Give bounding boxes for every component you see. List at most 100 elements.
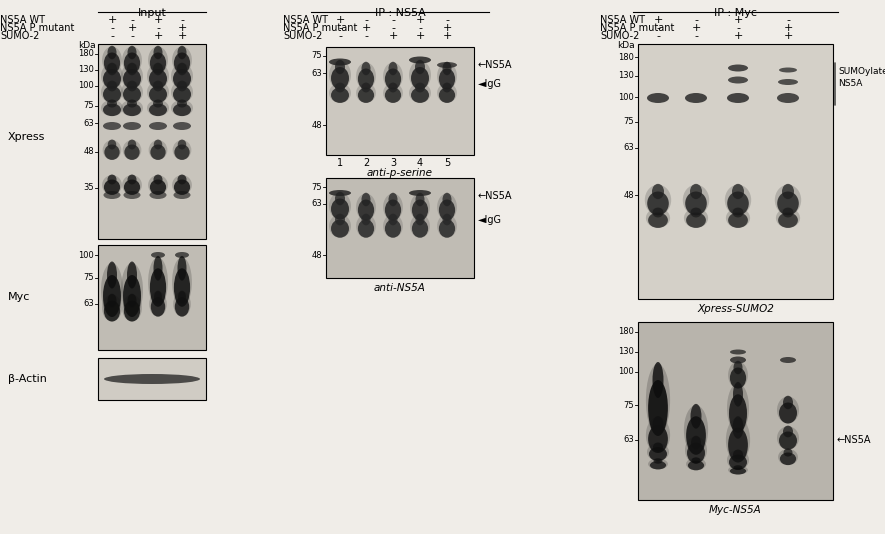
Text: 63: 63 [312, 68, 322, 77]
Ellipse shape [439, 88, 455, 103]
Bar [638, 44, 833, 299]
Ellipse shape [782, 208, 794, 217]
Ellipse shape [437, 83, 457, 103]
Text: +: + [177, 31, 187, 41]
Ellipse shape [173, 104, 191, 116]
Ellipse shape [442, 214, 451, 225]
Text: 35: 35 [83, 184, 94, 192]
Ellipse shape [173, 52, 190, 74]
Text: NS5A: NS5A [838, 80, 862, 89]
Ellipse shape [442, 83, 451, 92]
Text: 48: 48 [623, 191, 634, 200]
Ellipse shape [725, 185, 751, 215]
Ellipse shape [172, 46, 192, 74]
Text: +: + [783, 31, 793, 41]
Text: -: - [736, 23, 740, 33]
Ellipse shape [733, 416, 743, 439]
Ellipse shape [783, 426, 793, 437]
Ellipse shape [107, 175, 117, 184]
Ellipse shape [650, 461, 666, 469]
Text: NS5A P mutant: NS5A P mutant [0, 23, 74, 33]
Text: -: - [110, 31, 114, 41]
Ellipse shape [648, 425, 668, 453]
Text: 75: 75 [312, 51, 322, 60]
Ellipse shape [101, 100, 123, 116]
Ellipse shape [121, 263, 143, 317]
Ellipse shape [687, 443, 705, 464]
Ellipse shape [409, 57, 431, 64]
Text: ←NS5A: ←NS5A [478, 191, 512, 201]
Ellipse shape [734, 465, 743, 470]
Text: NS5A P mutant: NS5A P mutant [600, 23, 674, 33]
Text: 180: 180 [618, 52, 634, 61]
Text: β-Actin: β-Actin [8, 374, 47, 384]
Ellipse shape [783, 396, 793, 409]
Ellipse shape [389, 83, 397, 92]
Text: NS5A WT: NS5A WT [283, 15, 328, 25]
Ellipse shape [652, 184, 664, 199]
Ellipse shape [685, 192, 707, 215]
Ellipse shape [645, 185, 671, 215]
Ellipse shape [727, 383, 749, 433]
Ellipse shape [127, 139, 136, 150]
Bar [98, 245, 206, 350]
Ellipse shape [389, 214, 397, 225]
Ellipse shape [442, 62, 451, 75]
Ellipse shape [691, 457, 701, 464]
Ellipse shape [778, 213, 798, 228]
Ellipse shape [147, 100, 169, 116]
Ellipse shape [358, 200, 374, 221]
Ellipse shape [415, 214, 425, 225]
Ellipse shape [104, 52, 120, 74]
Ellipse shape [686, 416, 706, 455]
Text: 1: 1 [337, 158, 343, 168]
Text: -: - [130, 15, 134, 25]
Ellipse shape [102, 46, 122, 74]
Text: -: - [338, 23, 342, 33]
Ellipse shape [171, 64, 193, 89]
Ellipse shape [437, 62, 457, 90]
Ellipse shape [730, 349, 746, 355]
Ellipse shape [153, 46, 163, 59]
Ellipse shape [107, 46, 117, 59]
Ellipse shape [149, 86, 167, 103]
Ellipse shape [121, 100, 143, 116]
Ellipse shape [149, 122, 167, 130]
Ellipse shape [331, 88, 349, 103]
Ellipse shape [329, 59, 351, 66]
Ellipse shape [123, 69, 141, 89]
Ellipse shape [173, 86, 191, 103]
Ellipse shape [777, 397, 799, 423]
Ellipse shape [104, 145, 119, 160]
Ellipse shape [782, 184, 794, 199]
Ellipse shape [690, 184, 702, 199]
Text: kDa: kDa [79, 42, 96, 51]
Ellipse shape [329, 60, 351, 89]
Ellipse shape [383, 193, 403, 221]
Text: 100: 100 [619, 367, 634, 376]
Text: +: + [153, 31, 163, 41]
Ellipse shape [412, 200, 428, 221]
Ellipse shape [127, 175, 136, 184]
Ellipse shape [653, 443, 663, 452]
Ellipse shape [122, 175, 142, 195]
Ellipse shape [147, 64, 169, 89]
Ellipse shape [361, 62, 371, 75]
Ellipse shape [779, 403, 797, 423]
Ellipse shape [177, 81, 187, 91]
Ellipse shape [411, 88, 429, 103]
Ellipse shape [153, 175, 163, 184]
Ellipse shape [107, 294, 117, 307]
Text: +: + [734, 31, 743, 41]
Text: Myc-NS5A: Myc-NS5A [709, 505, 762, 515]
Ellipse shape [648, 380, 668, 436]
Ellipse shape [356, 193, 376, 221]
Text: -: - [445, 15, 449, 25]
Ellipse shape [331, 219, 349, 238]
Ellipse shape [690, 404, 702, 429]
Text: +: + [734, 15, 743, 25]
Ellipse shape [172, 175, 192, 195]
Ellipse shape [690, 208, 702, 217]
Ellipse shape [150, 179, 166, 195]
Ellipse shape [728, 76, 748, 83]
